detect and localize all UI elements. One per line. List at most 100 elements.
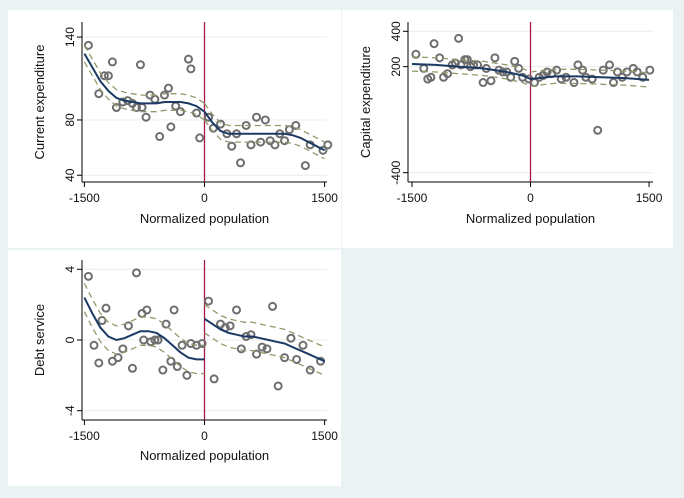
fit-line-left (83, 297, 205, 361)
data-point (257, 342, 267, 352)
data-point (236, 158, 246, 168)
debt-service-chart: -4 0 4 -1500 0 1500 Normalized population Debt … (32, 260, 338, 463)
data-point (232, 305, 242, 315)
data-point (252, 112, 262, 122)
data-point (486, 76, 496, 86)
data-point (131, 268, 141, 278)
fit-line-right (530, 75, 650, 81)
fit-line-right (203, 317, 326, 363)
y-tick-label: 40 (63, 168, 77, 182)
y-axis-label: Debt service (32, 304, 47, 376)
data-point (569, 78, 579, 88)
capital-expenditure-panel: -400 200 400 -1500 0 1500 Normalized populatio… (342, 10, 673, 248)
fit-line-right (203, 111, 326, 152)
y-tick-label: -4 (63, 405, 77, 416)
data-point (141, 112, 151, 122)
data-point (593, 125, 603, 135)
y-tick-label: 4 (63, 266, 77, 273)
x-axis-label: Normalized population (466, 211, 595, 226)
data-point (163, 83, 173, 93)
x-tick-label: 0 (527, 191, 534, 205)
data-point (155, 132, 165, 142)
data-point (197, 339, 207, 349)
data-point (127, 363, 137, 373)
data-point (103, 71, 113, 81)
data-point (270, 140, 280, 150)
data-point (150, 94, 160, 104)
data-point (514, 63, 524, 73)
x-tick-label: -1500 (397, 191, 428, 205)
ci-upper-right (203, 103, 325, 143)
ci-lower-right (204, 332, 325, 376)
data-point (506, 72, 516, 82)
data-point (262, 344, 272, 354)
data-point (94, 358, 104, 368)
data-point (608, 78, 618, 88)
y-tick-label: 80 (63, 113, 77, 127)
data-point (286, 333, 296, 343)
data-point (260, 115, 270, 125)
data-point (177, 340, 187, 350)
ci-upper-left (83, 283, 205, 346)
x-tick-label: 0 (201, 429, 208, 443)
data-point (300, 161, 310, 171)
data-point (246, 140, 256, 150)
data-point (236, 344, 246, 354)
data-point (573, 60, 583, 70)
fit-line-left (411, 63, 531, 80)
data-point (318, 145, 328, 155)
ci-lower-left (83, 61, 205, 121)
ci-upper-left (83, 44, 205, 104)
y-axis-label: Current expenditure (32, 45, 47, 160)
y-tick-label: 200 (389, 56, 403, 76)
data-point (123, 321, 133, 331)
data-point (429, 39, 439, 49)
data-point (510, 56, 520, 66)
x-tick-label: 1500 (311, 191, 338, 205)
data-point (605, 60, 615, 70)
data-point (186, 64, 196, 74)
y-tick-label: 0 (63, 336, 77, 343)
data-point (142, 305, 152, 315)
ci-upper-right (530, 68, 650, 74)
data-point (411, 49, 421, 59)
data-point (552, 65, 562, 75)
capital-expenditure-chart: -400 200 400 -1500 0 1500 Normalized populatio… (358, 21, 663, 226)
data-point (99, 71, 109, 81)
data-point (252, 349, 262, 359)
data-point (638, 72, 648, 82)
x-axis-label: Normalized population (140, 448, 269, 463)
data-point (158, 365, 168, 375)
data-point (291, 120, 301, 130)
data-point (305, 365, 315, 375)
ci-upper-left (411, 56, 531, 73)
data-point (159, 90, 169, 100)
data-point (209, 374, 219, 384)
data-point (542, 67, 552, 77)
data-point (598, 65, 608, 75)
data-point (161, 319, 171, 329)
data-point (645, 65, 655, 75)
fit-line-left (83, 53, 206, 113)
data-point (454, 33, 464, 43)
ci-lower-right (203, 119, 325, 160)
data-point (183, 54, 193, 64)
data-point (113, 353, 123, 363)
data-point (118, 97, 128, 107)
data-point (204, 112, 214, 122)
data-point (118, 344, 128, 354)
data-point (298, 340, 308, 350)
data-point (419, 63, 429, 73)
data-point (150, 335, 160, 345)
ci-lower-right (530, 82, 650, 88)
data-point (153, 335, 163, 345)
x-tick-label: -1500 (69, 191, 100, 205)
data-point (478, 78, 488, 88)
data-point (169, 305, 179, 315)
data-point (280, 136, 290, 146)
data-point (443, 69, 453, 79)
data-point (182, 370, 192, 380)
data-point (204, 296, 214, 306)
data-point (175, 107, 185, 117)
data-point (89, 340, 99, 350)
